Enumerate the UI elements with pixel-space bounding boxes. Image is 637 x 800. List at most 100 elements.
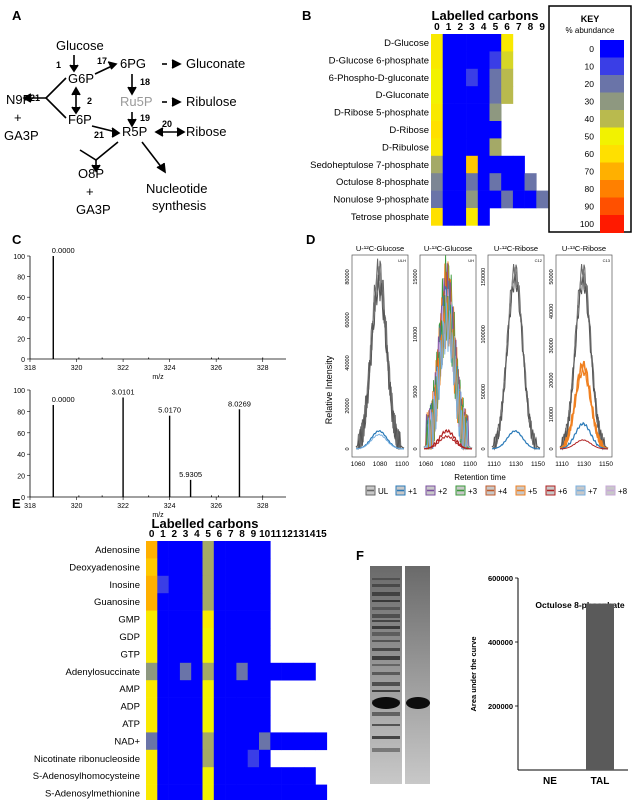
heatmap-cell [157, 645, 169, 664]
gel-band [372, 607, 400, 610]
node-ga3p-1: GA3P [4, 128, 39, 143]
y-tick-label: 60000 [345, 312, 351, 327]
heatmap-cell [259, 715, 271, 733]
row-label: D-Glucose [384, 38, 429, 49]
legend-label: +6 [558, 487, 568, 496]
heatmap-cell [168, 715, 181, 733]
heatmap-cell [281, 784, 294, 800]
row-label: D-Ribulose [382, 142, 429, 153]
heatmap-cell [477, 208, 490, 226]
enzyme-2: 2 [87, 96, 92, 106]
heatmap-cell [236, 749, 248, 768]
panel-letter-e: E [12, 496, 21, 511]
heatmap-cell [179, 680, 192, 698]
key-swatch [600, 197, 624, 216]
heatmap-cell [168, 697, 181, 716]
y-tick-label: 20 [17, 474, 25, 481]
x-tick-label: 328 [257, 503, 269, 510]
heatmap-cell [236, 715, 248, 733]
heatmap-cell [191, 715, 203, 733]
key-level-label: 50 [585, 132, 595, 142]
heatmap-cell [168, 662, 181, 681]
key-swatch [600, 162, 624, 181]
heatmap-cell [442, 103, 455, 122]
heatmap-cell [236, 558, 248, 577]
panel-letter-a: A [12, 8, 22, 23]
heatmap-cell [157, 575, 169, 594]
row-label: GMP [118, 615, 140, 626]
gel-band [372, 620, 400, 622]
heatmap-cell [477, 86, 490, 104]
heatmap-cell [179, 749, 192, 768]
heatmap-cell [213, 732, 226, 751]
y-tick-label: 50000 [549, 269, 555, 284]
subplot-corner-tag: ULH [398, 258, 406, 263]
heatmap-cell [202, 610, 215, 629]
key-swatch [600, 92, 624, 111]
heatmap-cell [168, 680, 181, 698]
y-tick-label: 0 [345, 447, 351, 450]
heatmap-cell [454, 138, 467, 157]
heatmap-cell [431, 190, 443, 209]
heatmap-cell [442, 208, 455, 226]
heatmap-cell [146, 697, 158, 716]
heatmap-cell [191, 749, 203, 768]
heatmap-cell [524, 173, 537, 191]
col-header: 8 [239, 529, 245, 540]
x-tick-label: 1060 [351, 461, 366, 468]
key-level-label: 10 [585, 62, 595, 72]
y-tick-label: 80 [17, 275, 25, 282]
heatmap-cell [213, 593, 226, 611]
heatmap-cell [157, 593, 169, 611]
heatmap-cell [213, 610, 226, 629]
row-label: Inosine [109, 580, 140, 591]
category-label: TAL [591, 776, 610, 787]
subplot-title: U-¹²C-Glucose [356, 244, 404, 253]
heatmap-cell [454, 68, 467, 87]
heatmap-cell [247, 541, 260, 559]
heatmap-cell [536, 190, 549, 209]
col-header: 6 [504, 22, 510, 33]
heatmap-cell [168, 610, 181, 629]
heatmap-cell [259, 662, 271, 681]
heatmap-cell [259, 610, 271, 629]
abundance-key: KEY % abundance 0 10 20 30 40 50 60 70 80 90 100 [548, 5, 632, 233]
bar-tal [586, 603, 614, 770]
heatmap-cell [191, 541, 203, 559]
heatmap-cell [157, 697, 169, 716]
col-header: 0 [149, 529, 155, 540]
gel-band [372, 736, 400, 739]
chromatogram-trace [355, 274, 405, 450]
heatmap-cell [466, 208, 479, 226]
y-tick-label: 0 [481, 447, 487, 450]
x-tick-label: 326 [210, 365, 222, 372]
gel-band [372, 592, 400, 596]
x-tick-label: 1150 [531, 461, 545, 468]
heatmap-cell [225, 575, 237, 594]
heatmap-cell [247, 628, 260, 646]
key-level-label: 40 [585, 114, 595, 124]
heatmap-cell [281, 732, 294, 751]
heatmap-cell [202, 784, 215, 800]
node-nucleotide: Nucleotide [146, 181, 207, 196]
y-tick-label: 60 [17, 295, 25, 302]
heatmap-cell [489, 51, 502, 70]
heatmap-cell [247, 575, 260, 594]
heatmap-cell [179, 784, 192, 800]
col-header: 2 [457, 22, 463, 33]
heatmap-cell [179, 628, 192, 646]
y-tick-label: 100000 [481, 325, 487, 343]
heatmap-cell [202, 680, 215, 698]
node-r5p: R5P [122, 124, 147, 139]
key-level-label: 80 [585, 184, 595, 194]
heatmap-cell [247, 558, 260, 577]
heatmap-cell [191, 558, 203, 577]
col-header: 10 [259, 529, 271, 540]
heatmap-cell [179, 593, 192, 611]
chromatogram-trace [559, 360, 609, 450]
heatmap-cell [477, 34, 490, 52]
heatmap-cell [442, 34, 455, 52]
heatmap-cell [225, 715, 237, 733]
y-tick-label: 0 [549, 447, 555, 450]
heatmap-cell [292, 732, 305, 751]
